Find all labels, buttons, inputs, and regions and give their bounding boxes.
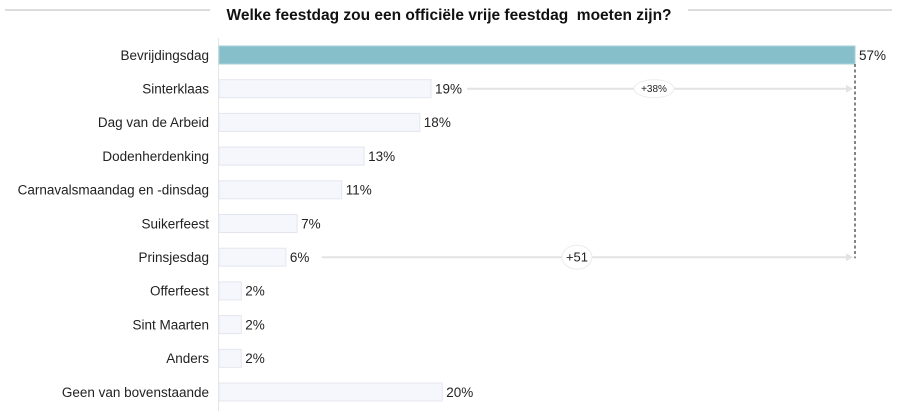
value-label: 6% [290, 250, 310, 265]
value-label: 2% [245, 351, 265, 366]
bar-6 [218, 247, 287, 267]
category-label: Dag van de Arbeid [98, 115, 209, 130]
labels-layer: Bevrijdingsdag 57% Sinterklaas 19% Dag van d… [18, 48, 886, 400]
arrowhead-icon [846, 84, 853, 93]
value-label: 7% [301, 216, 321, 231]
bar-3 [218, 146, 365, 166]
difference-badge [633, 79, 675, 99]
category-label: Suikerfeest [141, 216, 209, 231]
difference-badge [561, 244, 593, 270]
value-label: 57% [859, 48, 886, 63]
value-label: 11% [346, 183, 372, 198]
bar-4 [218, 180, 343, 200]
bar-0 [218, 45, 856, 65]
value-label: 20% [446, 385, 473, 400]
bar-1 [218, 79, 432, 99]
category-label: Bevrijdingsdag [120, 48, 209, 63]
bar-7 [218, 281, 242, 301]
category-label: Sint Maarten [132, 317, 209, 332]
bars-layer [218, 45, 856, 402]
category-label: Geen van bovenstaande [62, 385, 209, 400]
category-label: Carnavalsmaandag en -dinsdag [18, 183, 209, 198]
category-label: Prinsjesdag [138, 250, 209, 265]
bar-8 [218, 315, 242, 335]
value-label: 19% [435, 82, 462, 97]
value-label: 13% [368, 149, 395, 164]
difference-label: +38% [641, 84, 667, 95]
chart-title: Welke feestdag zou een officiële vrije f… [226, 7, 671, 24]
bar-10 [218, 382, 443, 402]
bar-2 [218, 112, 421, 132]
category-label: Dodenherdenking [102, 149, 209, 164]
category-label: Sinterklaas [142, 82, 209, 97]
difference-label: +51 [566, 250, 588, 265]
bar-9 [218, 348, 242, 368]
value-label: 2% [245, 317, 265, 332]
category-label: Offerfeest [150, 284, 209, 299]
value-label: 2% [245, 284, 265, 299]
bar-5 [218, 214, 298, 233]
category-label: Anders [166, 351, 209, 366]
value-label: 18% [424, 115, 451, 130]
arrowhead-icon [846, 253, 853, 262]
annotations-layer: +38% +51 [321, 64, 856, 270]
